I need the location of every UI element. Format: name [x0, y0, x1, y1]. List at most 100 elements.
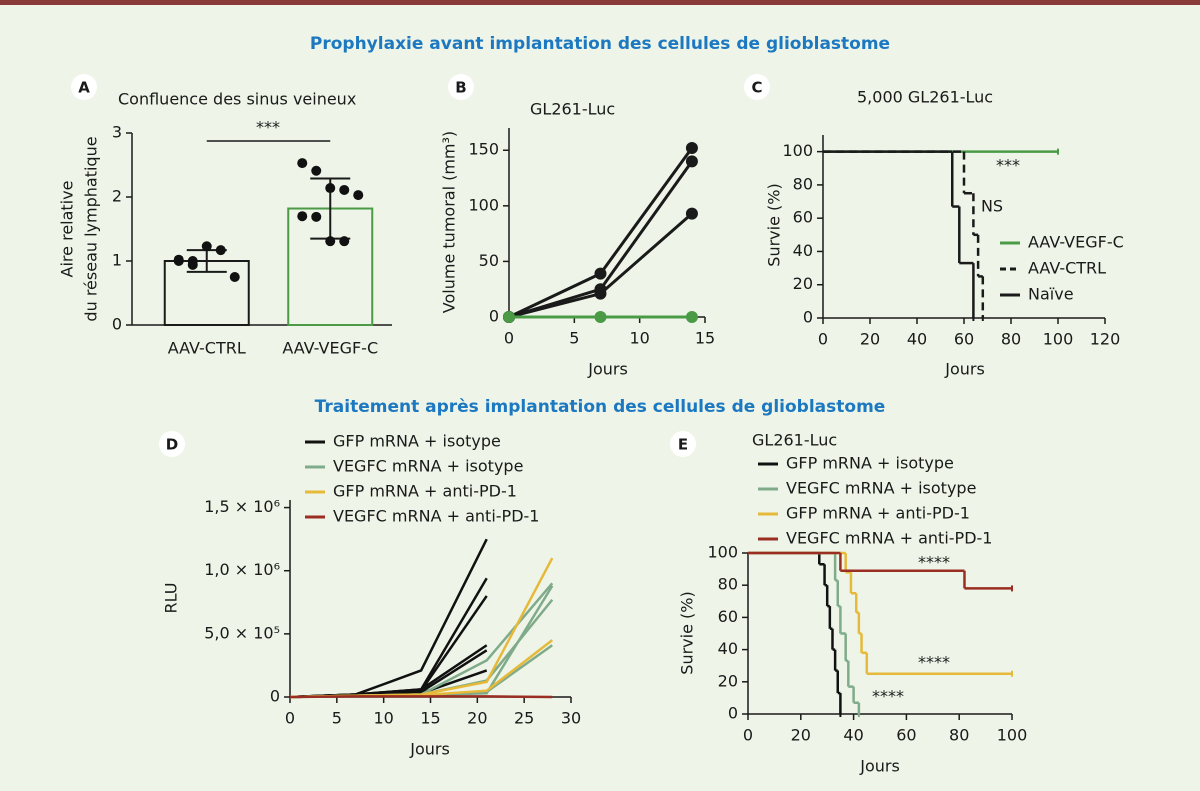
- x-tick-label: 0: [743, 726, 753, 745]
- y-tick-label: 60: [793, 208, 813, 227]
- x-tick-label: AAV-CTRL: [168, 339, 246, 358]
- data-marker: [685, 207, 698, 220]
- data-line: [289, 644, 488, 699]
- data-line: [289, 582, 554, 699]
- y-tick-label: 150: [468, 140, 499, 159]
- y-tick-label: 1,5 × 10⁶: [204, 497, 280, 516]
- x-tick-label: 0: [504, 329, 514, 348]
- legend-label: VEGFC mRNA + anti-PD-1: [786, 529, 992, 548]
- x-tick-label: AAV-VEGF-C: [282, 339, 378, 358]
- panel-badge: [159, 431, 185, 457]
- annotation: ****: [918, 553, 950, 572]
- x-tick-label: 25: [514, 709, 534, 728]
- y-tick-label: 0: [728, 704, 738, 723]
- y-tick-label: 20: [718, 671, 738, 690]
- legend-label: GFP mRNA + anti-PD-1: [786, 504, 970, 523]
- y-tick-label: 0: [803, 308, 813, 327]
- x-tick-label: 0: [818, 330, 828, 349]
- y-tick-label: 1,0 × 10⁶: [204, 560, 280, 579]
- data-point: [325, 183, 336, 194]
- legend-label: VEGFC mRNA + isotype: [333, 457, 523, 476]
- legend-label: AAV-VEGF-C: [1028, 233, 1124, 252]
- x-tick-label: 40: [843, 726, 863, 745]
- y-tick-label: 5,0 × 10⁵: [204, 623, 280, 642]
- x-tick-label: 20: [860, 330, 880, 349]
- panel-badge: [744, 74, 770, 100]
- annotation: NS: [981, 197, 1003, 216]
- x-tick-label: 5: [332, 709, 342, 728]
- y-tick-label: 1: [112, 251, 122, 270]
- y-tick-label: 80: [793, 174, 813, 193]
- x-tick-label: 120: [1090, 330, 1121, 349]
- y-tick-label: 0: [270, 687, 280, 706]
- data-point: [187, 259, 198, 270]
- data-point: [339, 236, 350, 247]
- legend-label: GFP mRNA + isotype: [786, 454, 954, 473]
- x-tick-label: 80: [949, 726, 969, 745]
- x-tick-label: 10: [629, 329, 649, 348]
- legend-label: Naïve: [1028, 285, 1074, 304]
- x-tick-label: 15: [695, 329, 715, 348]
- data-point: [229, 272, 240, 282]
- chart-title: 5,000 GL261-Luc: [857, 88, 993, 107]
- y-tick-label: 3: [112, 123, 122, 142]
- data-line: [289, 557, 554, 699]
- data-marker: [594, 267, 607, 280]
- legend-label: AAV-CTRL: [1028, 259, 1106, 278]
- section-heading: Prophylaxie avant implantation des cellu…: [310, 34, 890, 54]
- data-marker: [685, 311, 698, 323]
- y-tick-label: 2: [112, 187, 122, 206]
- x-tick-label: 0: [285, 709, 295, 728]
- x-axis-label: Jours: [409, 740, 450, 759]
- annotation: ****: [918, 653, 950, 672]
- y-tick-label: 100: [707, 543, 738, 562]
- x-tick-label: 100: [997, 726, 1028, 745]
- chart-title: GL261-Luc: [752, 431, 837, 450]
- data-point: [201, 241, 212, 252]
- data-marker: [685, 142, 698, 155]
- x-axis-label: Jours: [944, 360, 985, 379]
- x-tick-label: 15: [420, 709, 440, 728]
- x-tick-label: 80: [1001, 330, 1021, 349]
- panel-label: A: [78, 79, 90, 97]
- x-tick-label: 60: [954, 330, 974, 349]
- annotation: ***: [256, 118, 280, 137]
- y-tick-label: 100: [782, 141, 813, 160]
- data-marker: [503, 311, 515, 323]
- x-axis-label: Jours: [859, 757, 900, 776]
- y-axis-label: Volume tumoral (mm³): [440, 131, 459, 313]
- section-heading: Traitement après implantation des cellul…: [315, 397, 886, 417]
- data-point: [297, 158, 308, 169]
- x-tick-label: 40: [907, 330, 927, 349]
- y-tick-label: 40: [718, 639, 738, 658]
- y-tick-label: 0: [489, 307, 499, 326]
- data-point: [215, 245, 226, 256]
- panel-label: C: [751, 79, 762, 97]
- x-tick-label: 5: [569, 329, 579, 348]
- data-point: [353, 190, 364, 201]
- annotation: ****: [872, 687, 904, 706]
- legend-label: VEGFC mRNA + isotype: [786, 479, 976, 498]
- chart-title: Confluence des sinus veineux: [118, 90, 356, 109]
- data-line: [508, 212, 693, 319]
- panel-badge: [71, 74, 97, 100]
- legend-label: VEGFC mRNA + anti-PD-1: [333, 507, 539, 526]
- data-point: [311, 165, 322, 176]
- y-tick-label: 100: [468, 195, 499, 214]
- data-point: [173, 256, 184, 266]
- chart-title: GL261-Luc: [530, 100, 615, 119]
- x-tick-label: 100: [1043, 330, 1074, 349]
- data-line: [289, 649, 488, 699]
- y-tick-label: 50: [479, 251, 499, 270]
- y-axis-label: RLU: [162, 583, 181, 614]
- y-tick-label: 20: [793, 274, 813, 293]
- data-line: [289, 695, 553, 699]
- y-tick-label: 80: [718, 575, 738, 594]
- y-tick-label: 60: [718, 607, 738, 626]
- panel-label: D: [166, 436, 178, 454]
- data-marker: [685, 155, 698, 168]
- legend-label: GFP mRNA + anti-PD-1: [333, 482, 517, 501]
- panel-badge: [448, 74, 474, 100]
- y-axis-label: Survie (%): [765, 183, 784, 266]
